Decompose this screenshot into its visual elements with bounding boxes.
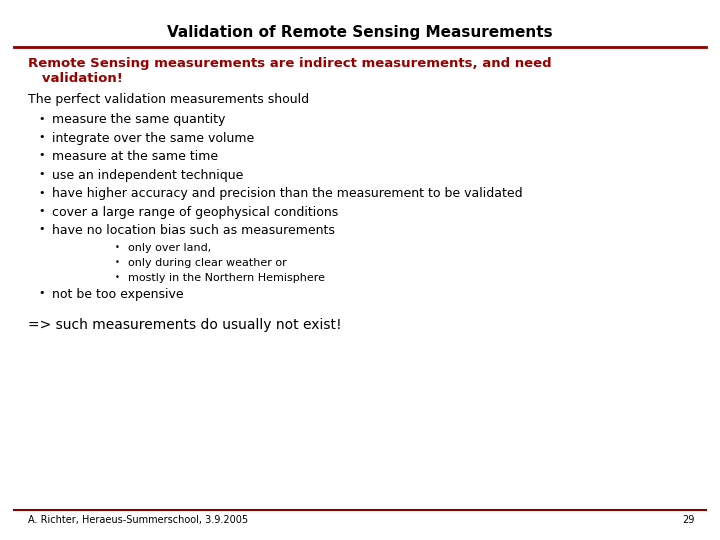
Text: validation!: validation!: [28, 72, 123, 85]
Text: have no location bias such as measurements: have no location bias such as measuremen…: [52, 225, 335, 238]
Text: •: •: [38, 132, 45, 142]
Text: •: •: [38, 206, 45, 216]
Text: The perfect validation measurements should: The perfect validation measurements shou…: [28, 93, 309, 106]
Text: •: •: [38, 288, 45, 298]
Text: •: •: [38, 187, 45, 198]
Text: •: •: [38, 113, 45, 124]
Text: mostly in the Northern Hemisphere: mostly in the Northern Hemisphere: [128, 273, 325, 283]
Text: only over land,: only over land,: [128, 243, 211, 253]
Text: •: •: [115, 243, 120, 252]
Text: measure the same quantity: measure the same quantity: [52, 113, 225, 126]
Text: => such measurements do usually not exist!: => such measurements do usually not exis…: [28, 319, 341, 333]
Text: Remote Sensing measurements are indirect measurements, and need: Remote Sensing measurements are indirect…: [28, 57, 552, 70]
Text: cover a large range of geophysical conditions: cover a large range of geophysical condi…: [52, 206, 338, 219]
Text: measure at the same time: measure at the same time: [52, 151, 218, 164]
Text: •: •: [38, 169, 45, 179]
Text: only during clear weather or: only during clear weather or: [128, 258, 287, 268]
Text: •: •: [38, 225, 45, 234]
Text: 29: 29: [683, 515, 695, 525]
Text: use an independent technique: use an independent technique: [52, 169, 243, 182]
Text: have higher accuracy and precision than the measurement to be validated: have higher accuracy and precision than …: [52, 187, 523, 200]
Text: Validation of Remote Sensing Measurements: Validation of Remote Sensing Measurement…: [167, 25, 553, 40]
Text: integrate over the same volume: integrate over the same volume: [52, 132, 254, 145]
Text: •: •: [115, 258, 120, 267]
Text: A. Richter, Heraeus-Summerschool, 3.9.2005: A. Richter, Heraeus-Summerschool, 3.9.20…: [28, 515, 248, 525]
Text: not be too expensive: not be too expensive: [52, 288, 184, 301]
Text: •: •: [38, 151, 45, 160]
Text: •: •: [115, 273, 120, 282]
